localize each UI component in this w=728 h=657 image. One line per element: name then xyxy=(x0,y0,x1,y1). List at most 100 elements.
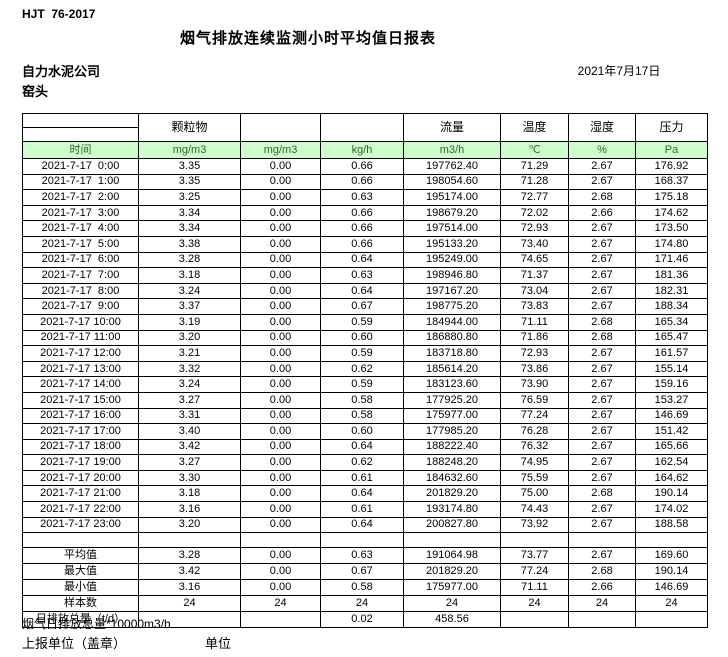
summary-label: 样本数 xyxy=(22,595,139,613)
table-row: 2021-7-17 21:00 3.18 0.00 0.64 201829.20 75.0… xyxy=(22,485,708,503)
group-header-6: 压力 xyxy=(635,113,708,142)
value-cell-4: 71.28 xyxy=(500,173,569,191)
table-row: 平均值 3.28 0.00 0.63 191064.98 73.77 2.67 169.60 xyxy=(22,547,708,565)
summary-value-3: 24 xyxy=(403,595,501,613)
value-cell-1: 0.00 xyxy=(240,158,321,175)
table-row: 2021-7-17 20:00 3.30 0.00 0.61 184632.60 75.5… xyxy=(22,469,708,487)
unit-header-0: mg/m3 xyxy=(138,141,241,159)
time-cell: 2021-7-17 10:00 xyxy=(22,313,139,331)
table-row: 2021-7-17 10:00 3.19 0.00 0.59 184944.00 71.1… xyxy=(22,313,708,331)
value-cell-3: 183718.80 xyxy=(403,345,501,362)
time-cell: 2021-7-17 22:00 xyxy=(22,501,139,518)
summary-value-6: 190.14 xyxy=(635,563,708,581)
summary-value-4: 71.11 xyxy=(500,579,569,597)
value-cell-3: 201829.20 xyxy=(403,485,501,503)
time-cell: 2021-7-17 21:00 xyxy=(22,485,139,503)
value-cell-0: 3.35 xyxy=(138,158,241,175)
value-cell-3: 188248.20 xyxy=(403,454,501,471)
value-cell-4: 71.29 xyxy=(500,158,569,175)
value-cell-4: 73.86 xyxy=(500,360,569,378)
value-cell-2: 0.61 xyxy=(320,469,404,487)
value-cell-5: 2.67 xyxy=(568,220,636,237)
value-cell-1: 0.00 xyxy=(240,407,321,425)
table-row xyxy=(22,532,708,549)
value-cell-6: 174.80 xyxy=(635,235,708,253)
table-row: 2021-7-17 1:00 3.35 0.00 0.66 198054.60 71.28… xyxy=(22,173,708,191)
value-cell-0: 3.42 xyxy=(138,438,241,456)
time-header: 时间 xyxy=(22,141,139,159)
value-cell-1: 0.00 xyxy=(240,313,321,331)
table-row: 2021-7-17 11:00 3.20 0.00 0.60 186880.80 71.8… xyxy=(22,329,708,347)
value-cell-4: 73.83 xyxy=(500,298,569,315)
value-cell-6: 153.27 xyxy=(635,391,708,409)
summary-value-4: 73.77 xyxy=(500,547,569,565)
value-cell-1: 0.00 xyxy=(240,345,321,362)
value-cell-2: 0.61 xyxy=(320,501,404,518)
value-cell-3: 198054.60 xyxy=(403,173,501,191)
time-cell: 2021-7-17 19:00 xyxy=(22,454,139,471)
time-cell: 2021-7-17 5:00 xyxy=(22,235,139,253)
value-cell-4: 71.86 xyxy=(500,329,569,347)
summary-value-1: 24 xyxy=(240,595,321,613)
value-cell-1: 0.00 xyxy=(240,454,321,471)
table-row: 时间 mg/m3 mg/m3 kg/h m3/h ℃% Pa xyxy=(22,141,708,159)
time-cell: 2021-7-17 1:00 xyxy=(22,173,139,191)
table-row: 2021-7-17 15:00 3.27 0.00 0.58 177925.20 76.5… xyxy=(22,391,708,409)
summary-value-5: 24 xyxy=(568,595,636,613)
value-cell-3: 193174.80 xyxy=(403,501,501,518)
table-row: 2021-7-17 23:00 3.20 0.00 0.64 200827.80 73.9… xyxy=(22,516,708,534)
value-cell-4: 73.40 xyxy=(500,235,569,253)
spacer-cell xyxy=(568,532,636,549)
summary-value-0: 3.28 xyxy=(138,547,241,565)
value-cell-1: 0.00 xyxy=(240,438,321,456)
value-cell-5: 2.67 xyxy=(568,469,636,487)
value-cell-6: 182.31 xyxy=(635,282,708,300)
summary-value-0: 24 xyxy=(138,595,241,613)
value-cell-2: 0.64 xyxy=(320,251,404,269)
value-cell-4: 75.59 xyxy=(500,469,569,487)
value-cell-1: 0.00 xyxy=(240,329,321,347)
standard-code: HJT 76-2017 xyxy=(22,7,96,21)
value-cell-3: 184632.60 xyxy=(403,469,501,487)
spacer-cell xyxy=(500,532,569,549)
value-cell-5: 2.67 xyxy=(568,282,636,300)
summary-value-5: 2.68 xyxy=(568,563,636,581)
summary-value-6 xyxy=(635,611,708,629)
time-header-split-bottom xyxy=(22,127,139,142)
value-cell-0: 3.19 xyxy=(138,313,241,331)
value-cell-6: 173.50 xyxy=(635,220,708,237)
value-cell-3: 198946.80 xyxy=(403,267,501,284)
value-cell-6: 188.58 xyxy=(635,516,708,534)
value-cell-6: 161.57 xyxy=(635,345,708,362)
value-cell-5: 2.67 xyxy=(568,298,636,315)
spacer-cell xyxy=(22,532,139,549)
value-cell-3: 184944.00 xyxy=(403,313,501,331)
value-cell-5: 2.67 xyxy=(568,407,636,425)
value-cell-0: 3.18 xyxy=(138,267,241,284)
time-header-split-top xyxy=(22,113,139,128)
value-cell-1: 0.00 xyxy=(240,189,321,206)
time-cell: 2021-7-17 3:00 xyxy=(22,204,139,222)
value-cell-0: 3.28 xyxy=(138,251,241,269)
value-cell-2: 0.60 xyxy=(320,423,404,440)
group-header-2 xyxy=(320,113,404,142)
value-cell-6: 155.14 xyxy=(635,360,708,378)
value-cell-0: 3.38 xyxy=(138,235,241,253)
time-cell: 2021-7-17 6:00 xyxy=(22,251,139,269)
value-cell-0: 3.40 xyxy=(138,423,241,440)
value-cell-5: 2.67 xyxy=(568,251,636,269)
data-table: 颗粒物 流量 温度 湿度 压力 时间 mg/m3 mg/m3 kg/h m3/h ℃% Pa 2021-… xyxy=(22,113,708,629)
table-row: 2021-7-17 13:00 3.32 0.00 0.62 185614.20 73.8… xyxy=(22,360,708,378)
value-cell-2: 0.63 xyxy=(320,267,404,284)
report-unit-stamp-label: 上报单位（盖章） xyxy=(22,636,127,651)
value-cell-2: 0.66 xyxy=(320,204,404,222)
summary-value-2: 0.67 xyxy=(320,563,404,581)
summary-value-1: 0.00 xyxy=(240,547,321,565)
value-cell-1: 0.00 xyxy=(240,376,321,393)
summary-value-2: 0.63 xyxy=(320,547,404,565)
group-header-1 xyxy=(240,113,321,142)
value-cell-6: 168.37 xyxy=(635,173,708,191)
table-row: 2021-7-17 8:00 3.24 0.00 0.64 197167.20 73.04… xyxy=(22,282,708,300)
value-cell-3: 200827.80 xyxy=(403,516,501,534)
